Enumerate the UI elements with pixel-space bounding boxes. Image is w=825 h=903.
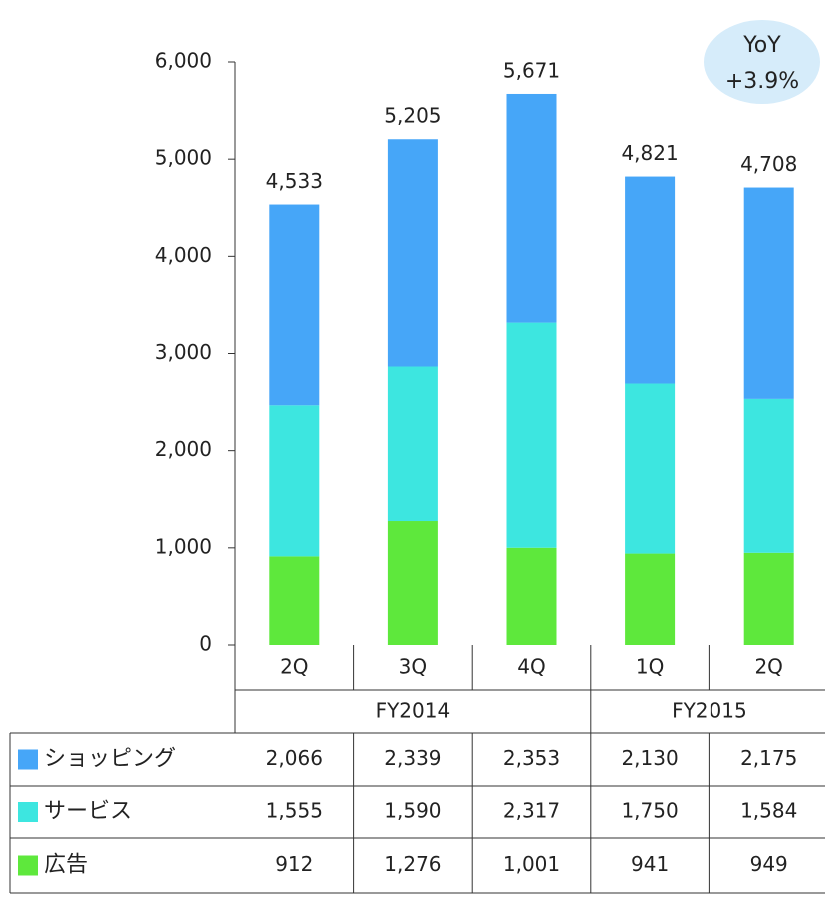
table-cell: 1,590 [384,799,441,823]
group-label: FY2014 [376,699,451,723]
table-cell: 941 [631,852,669,876]
annotation-line: YoY [742,33,781,58]
legend-swatch [18,855,38,876]
bar-segment [506,322,557,548]
table-cell: 2,317 [503,799,560,823]
bar-segment [625,176,676,384]
y-tick-label: 1,000 [155,534,212,558]
legend-swatch [18,802,38,822]
table-cell: 2,353 [503,746,560,770]
y-tick-label: 3,000 [155,340,212,364]
bar-segment [506,547,557,645]
bar-segment [506,93,557,323]
table-cell: 1,001 [503,852,560,876]
table-cell: 912 [275,852,313,876]
total-label: 4,708 [740,152,797,176]
table-cell: 949 [750,852,788,876]
x-tick-label: 3Q [399,655,427,679]
total-label: 4,533 [266,169,323,193]
bar-segment [743,187,794,399]
table-cell: 1,555 [266,799,323,823]
bar-segment [269,556,320,645]
bar-segment [387,366,438,522]
y-tick-label: 2,000 [155,437,212,461]
bar-segment [269,405,320,557]
y-tick-label: 6,000 [155,49,212,73]
total-label: 5,205 [384,104,441,128]
table-cell: 1,584 [740,799,797,823]
bar-segment [743,398,794,553]
legend-label: サービス [44,799,132,824]
y-tick-label: 4,000 [155,243,212,267]
x-tick-label: 4Q [517,655,545,679]
table-cell: 2,066 [266,746,323,770]
table-cell: 1,276 [384,852,441,876]
x-tick-label: 2Q [754,655,782,679]
table-cell: 2,339 [384,746,441,770]
table-cell: 1,750 [621,799,678,823]
annotation-line: +3.9% [725,69,799,94]
table-cell: 2,175 [740,746,797,770]
table-cell: 2,130 [621,746,678,770]
x-tick-label: 1Q [636,655,664,679]
x-tick-label: 2Q [280,655,308,679]
bar-segment [269,204,320,406]
bar-segment [625,553,676,645]
total-label: 5,671 [503,58,560,82]
annotation-bubble [704,20,820,104]
legend-label: 広告 [44,853,88,878]
bar-segment [387,521,438,645]
legend-swatch [18,749,38,770]
bar-segment [387,139,438,367]
y-tick-label: 0 [199,632,212,656]
legend-label: ショッピング [44,747,176,772]
total-label: 4,821 [621,141,678,165]
bar-segment [743,552,794,645]
y-tick-label: 5,000 [155,146,212,170]
bar-segment [625,383,676,554]
